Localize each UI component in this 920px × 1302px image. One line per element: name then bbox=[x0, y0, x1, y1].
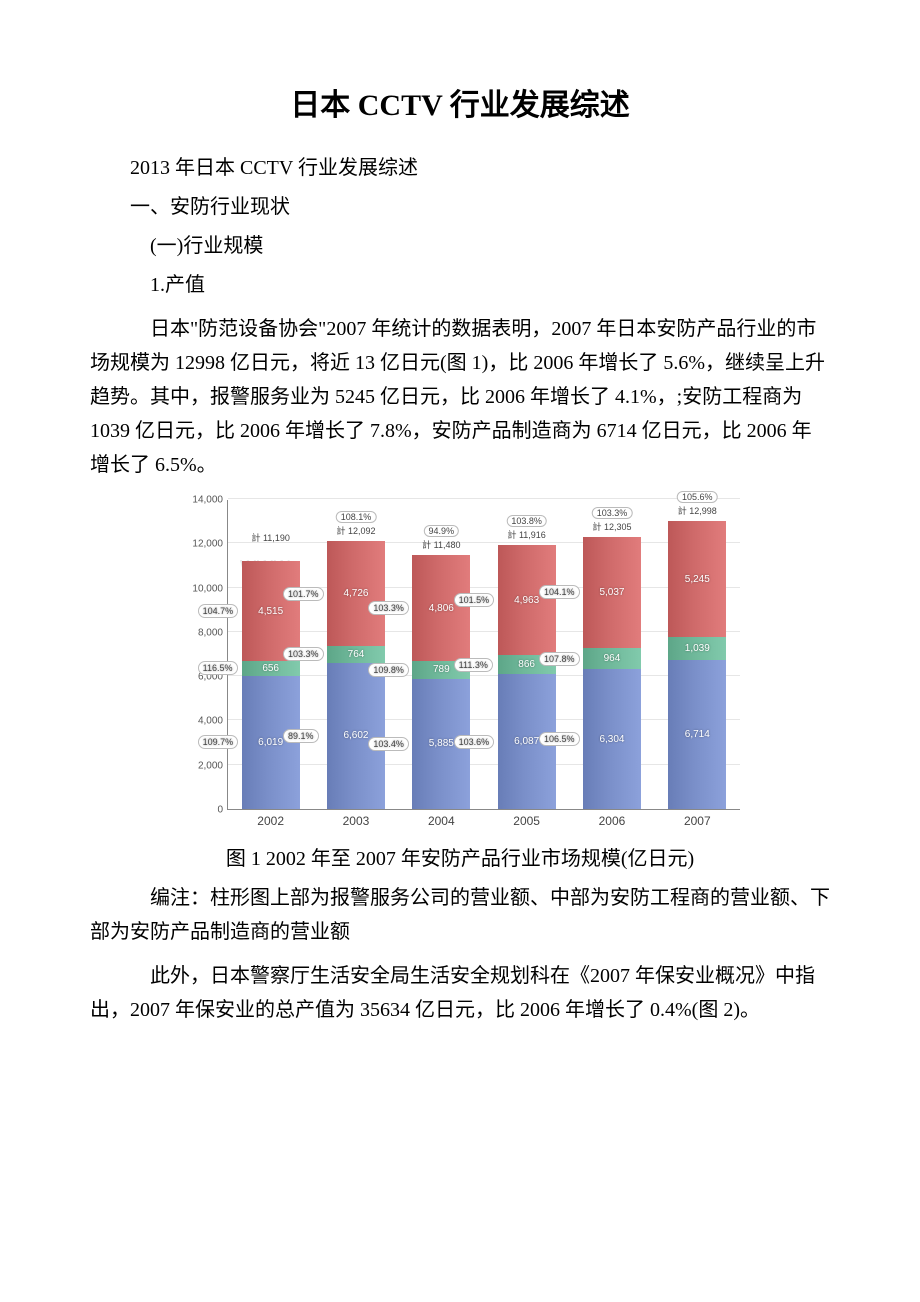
figure-caption: 图 1 2002 年至 2007 年安防产品行业市场规模(亿日元) bbox=[90, 842, 830, 871]
segment-value: 5,245 bbox=[685, 574, 710, 585]
pct-bubble: 104.7% bbox=[198, 604, 239, 618]
bar-column: 103.3%計 12,3055,037104.1%964107.8%6,3041… bbox=[583, 537, 641, 809]
pct-bubble: 107.8% bbox=[539, 652, 580, 666]
pct-bubble: 109.7% bbox=[198, 735, 239, 749]
total-label: 105.6%計 12,998 bbox=[677, 491, 718, 517]
heading-3: 1.产值 bbox=[90, 269, 830, 302]
pct-bubble: 106.5% bbox=[539, 732, 580, 746]
y-tick: 4,000 bbox=[198, 716, 223, 727]
pct-bubble: 103.4% bbox=[368, 737, 409, 751]
bar-segment-middle: 656116.5% bbox=[242, 661, 300, 676]
pct-bubble: 89.1% bbox=[283, 729, 319, 743]
y-tick: 10,000 bbox=[192, 583, 223, 594]
total-label: 計 11,190 bbox=[251, 531, 289, 544]
segment-value: 6,714 bbox=[685, 729, 710, 740]
segment-value: 6,304 bbox=[599, 734, 624, 745]
bar-segment-middle: 1,039 bbox=[668, 637, 726, 660]
segment-value: 4,515 bbox=[258, 606, 283, 617]
segment-value: 6,019 bbox=[258, 737, 283, 748]
x-label: 2003 bbox=[327, 814, 385, 828]
x-label: 2004 bbox=[412, 814, 470, 828]
segment-value: 866 bbox=[518, 659, 535, 670]
segment-value: 764 bbox=[348, 649, 365, 660]
y-axis: 02,0004,0006,0008,00010,00012,00014,000 bbox=[180, 500, 228, 810]
paragraph-2: 此外，日本警察厅生活安全局生活安全规划科在《2007 年保安业概况》中指出，20… bbox=[90, 959, 830, 1027]
subtitle: 2013 年日本 CCTV 行业发展综述 bbox=[90, 152, 830, 185]
y-tick: 14,000 bbox=[192, 495, 223, 506]
figure-note: 编注：柱形图上部为报警服务公司的营业额、中部为安防工程商的营业额、下部为安防产品… bbox=[90, 881, 830, 949]
segment-value: 5,885 bbox=[429, 738, 454, 749]
pct-bubble: 116.5% bbox=[198, 661, 238, 675]
bar-segment-middle: 764103.3% bbox=[327, 646, 385, 663]
heading-2: (一)行业规模 bbox=[90, 230, 830, 263]
segment-value: 4,726 bbox=[343, 588, 368, 599]
page-title: 日本 CCTV 行业发展综述 bbox=[90, 80, 830, 124]
segment-value: 6,087 bbox=[514, 736, 539, 747]
heading-1: 一、安防行业现状 bbox=[90, 191, 830, 224]
plot-area: 計 11,1904,515104.7%656116.5%6,019109.7%1… bbox=[228, 500, 740, 810]
x-label: 2007 bbox=[668, 814, 726, 828]
bar-segment-top: 4,515104.7% bbox=[242, 561, 300, 661]
y-tick: 8,000 bbox=[198, 627, 223, 638]
pct-bubble: 101.5% bbox=[454, 593, 495, 607]
y-tick: 0 bbox=[217, 805, 223, 816]
x-label: 2005 bbox=[498, 814, 556, 828]
pct-bubble: 109.8% bbox=[368, 663, 409, 677]
x-axis: 2002 2003 2004 2005 2006 2007 bbox=[228, 814, 740, 828]
pct-bubble: 103.6% bbox=[454, 735, 495, 749]
segment-value: 1,039 bbox=[685, 643, 710, 654]
grid-line bbox=[228, 498, 740, 499]
pct-bubble: 103.3% bbox=[368, 601, 409, 615]
total-label: 94.9%計 11,480 bbox=[422, 525, 460, 551]
pct-bubble: 101.7% bbox=[283, 587, 324, 601]
bar-segment-top: 4,806103.3% bbox=[412, 555, 470, 661]
segment-value: 789 bbox=[433, 664, 450, 675]
pct-bubble: 103.3% bbox=[283, 647, 324, 661]
bar-segment-top: 5,245 bbox=[668, 521, 726, 637]
y-tick: 12,000 bbox=[192, 539, 223, 550]
bar-column: 105.6%計 12,9985,2451,0396,714 bbox=[668, 521, 726, 809]
segment-value: 4,963 bbox=[514, 595, 539, 606]
bar-segment-bottom: 6,304106.5% bbox=[583, 669, 641, 809]
total-label: 108.1%計 12,092 bbox=[336, 511, 377, 537]
paragraph-1: 日本"防范设备协会"2007 年统计的数据表明，2007 年日本安防产品行业的市… bbox=[90, 312, 830, 482]
x-label: 2002 bbox=[242, 814, 300, 828]
bar-segment-top: 4,726101.7% bbox=[327, 541, 385, 646]
bar-segment-top: 4,963101.5% bbox=[498, 545, 556, 655]
segment-value: 5,037 bbox=[599, 587, 624, 598]
bar-segment-bottom: 6,714 bbox=[668, 660, 726, 809]
bar-segment-top: 5,037104.1% bbox=[583, 537, 641, 649]
segment-value: 656 bbox=[262, 663, 279, 674]
chart-figure-1: www 02,0004,0006,0008,00010,00012,00014,… bbox=[180, 500, 740, 828]
segment-value: 6,602 bbox=[343, 730, 368, 741]
bar-segment-middle: 964107.8% bbox=[583, 648, 641, 669]
segment-value: 4,806 bbox=[429, 603, 454, 614]
segment-value: 964 bbox=[604, 653, 621, 664]
y-tick: 2,000 bbox=[198, 760, 223, 771]
pct-bubble: 104.1% bbox=[539, 585, 580, 599]
total-label: 103.3%計 12,305 bbox=[592, 507, 633, 533]
total-label: 103.8%計 11,916 bbox=[506, 515, 547, 541]
pct-bubble: 111.3% bbox=[454, 658, 493, 672]
x-label: 2006 bbox=[583, 814, 641, 828]
